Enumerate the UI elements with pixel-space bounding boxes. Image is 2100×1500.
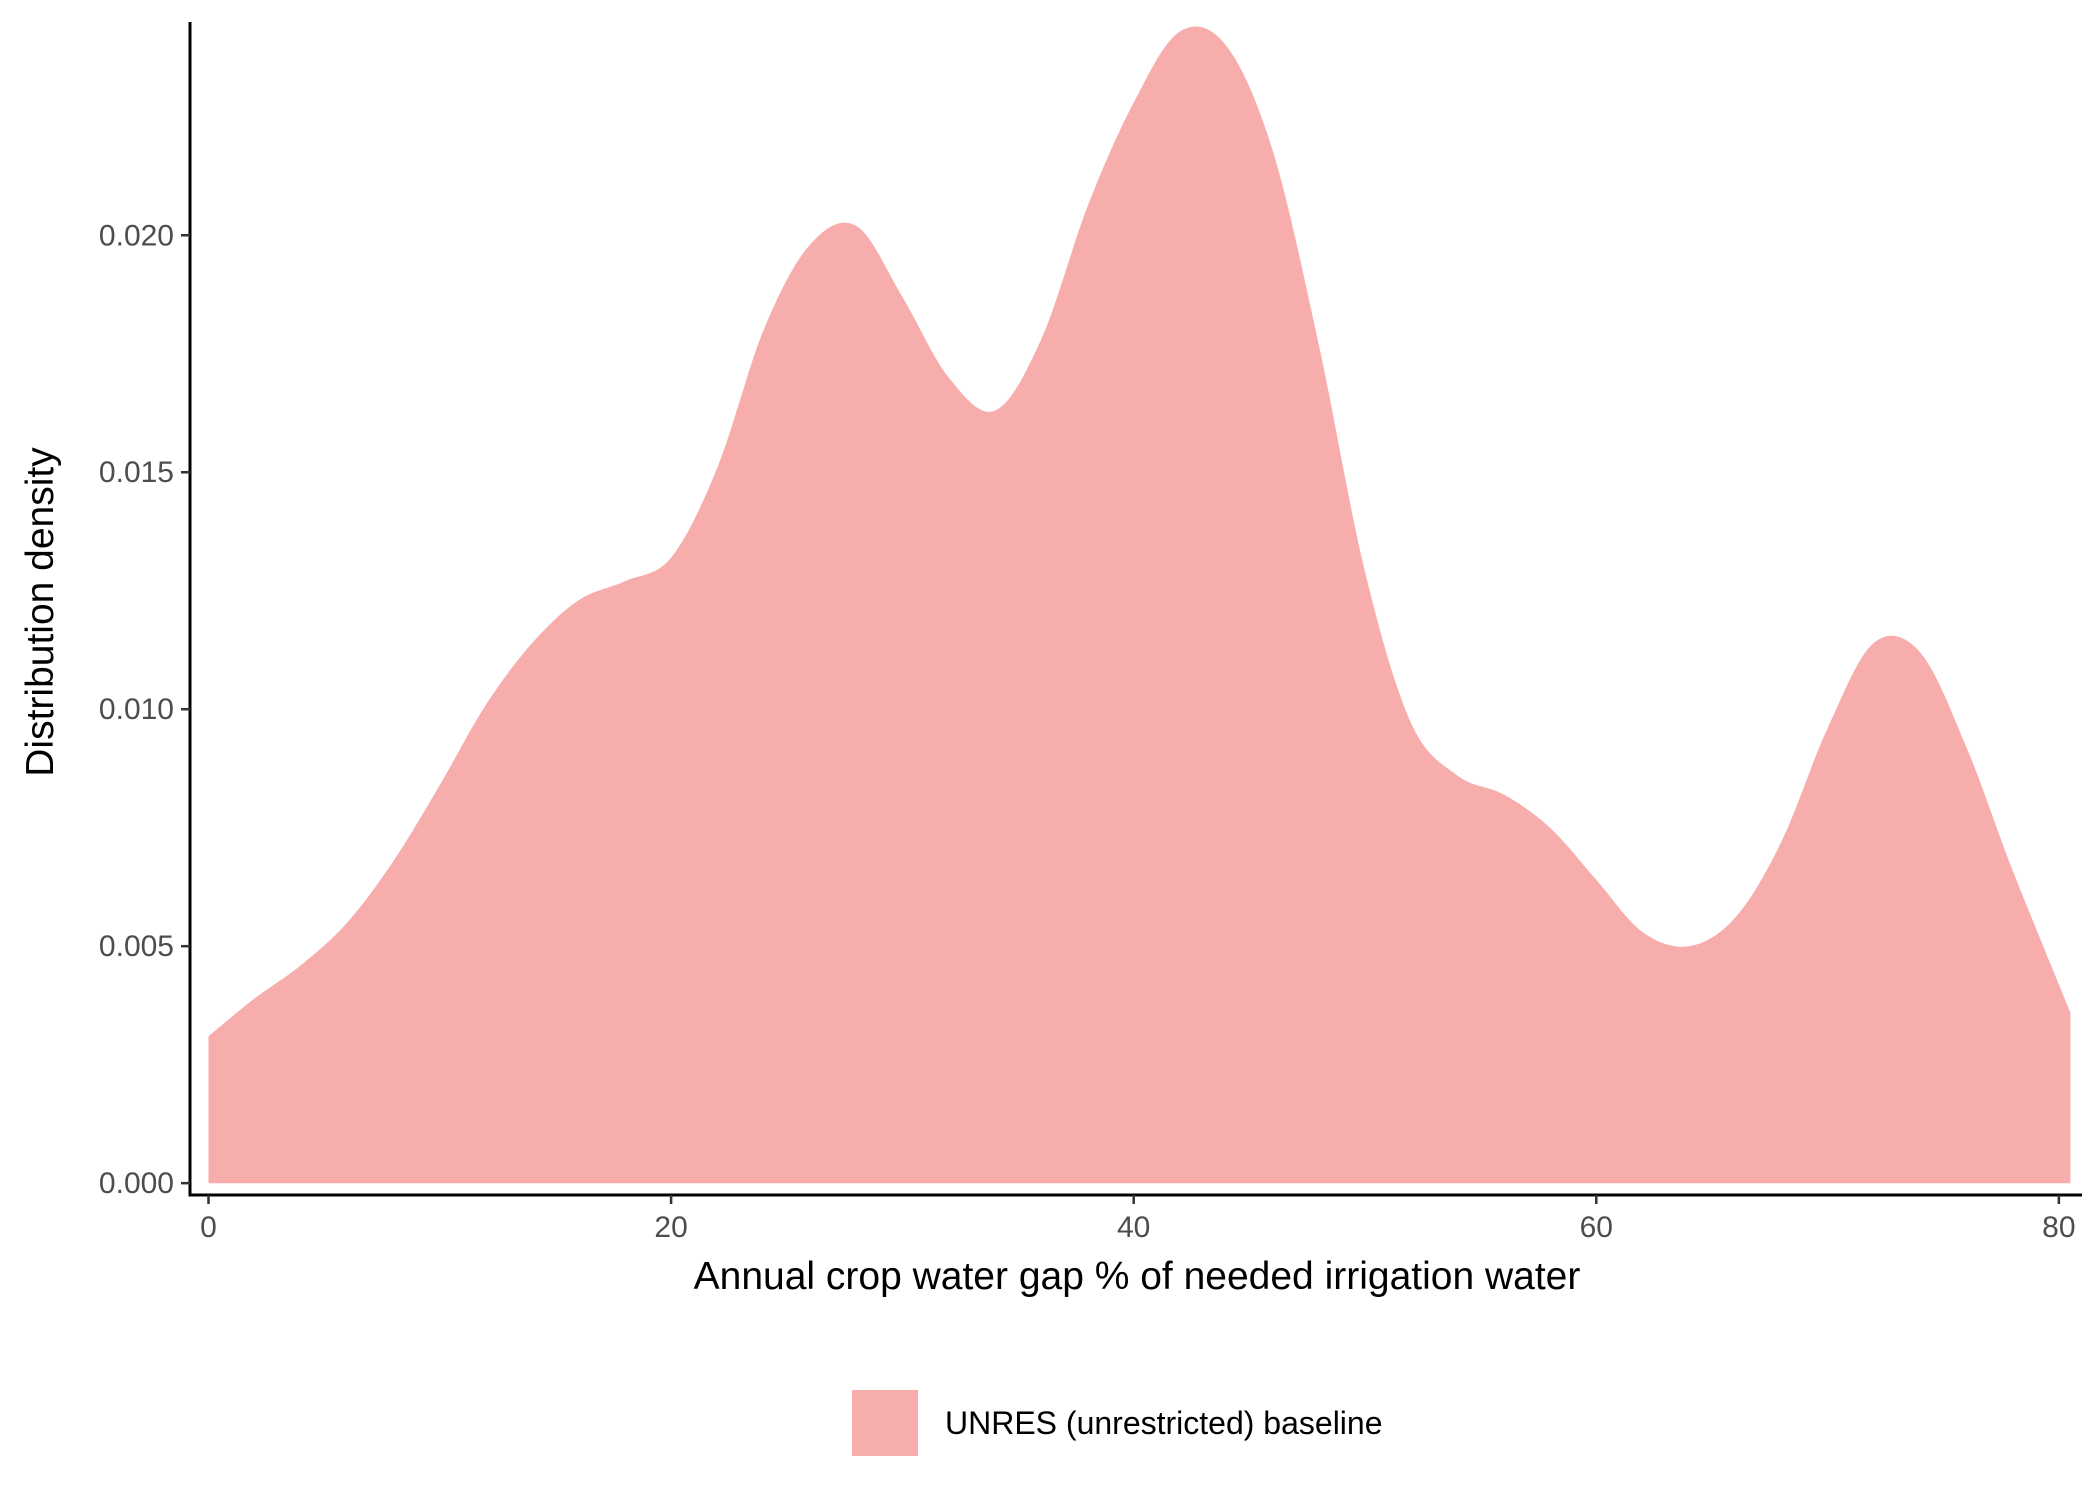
legend-label: UNRES (unrestricted) baseline [945,1405,1383,1441]
x-axis-title: Annual crop water gap % of needed irriga… [694,1255,1581,1298]
y-tick-label: 0.010 [99,693,174,726]
y-axis-title: Distribution density [19,447,62,777]
y-tick-label: 0.000 [99,1167,174,1200]
x-tick-label: 0 [200,1211,217,1244]
x-tick-label: 40 [1117,1211,1150,1244]
density-area [208,26,2071,1184]
y-axis-ticks: 0.000 0.005 0.010 0.015 0.020 [99,219,190,1200]
x-tick-label: 60 [1580,1211,1613,1244]
x-tick-label: 20 [654,1211,687,1244]
y-tick-label: 0.005 [99,930,174,963]
legend-key [852,1390,918,1456]
legend: UNRES (unrestricted) baseline [852,1390,1383,1456]
plot-area [208,26,2071,1184]
x-axis-ticks: 0 20 40 60 80 [200,1195,2076,1244]
x-tick-label: 80 [2042,1211,2075,1244]
y-tick-label: 0.015 [99,456,174,489]
y-tick-label: 0.020 [99,219,174,252]
